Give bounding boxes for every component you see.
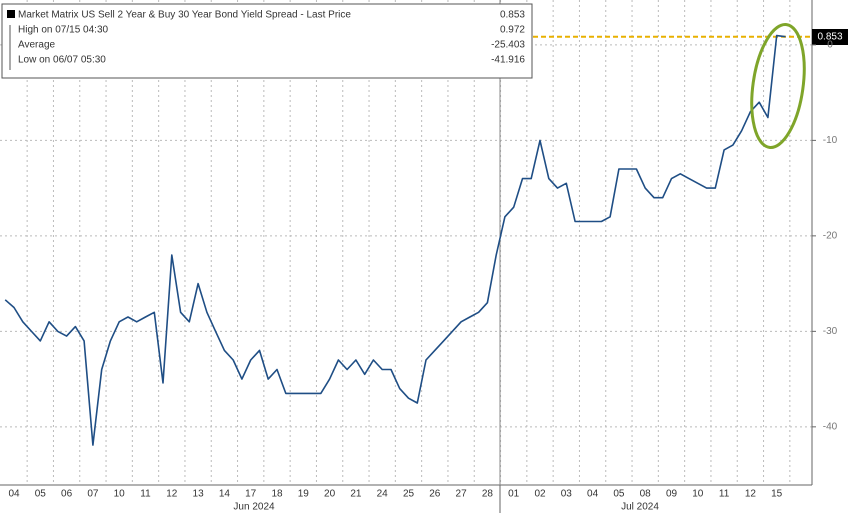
legend: Market Matrix US Sell 2 Year & Buy 30 Ye… <box>1 3 533 79</box>
x-tick-label: 08 <box>640 489 652 500</box>
x-tick-label: 05 <box>35 489 47 500</box>
x-tick-label: 12 <box>745 489 757 500</box>
y-tick-label: -30 <box>823 326 838 337</box>
x-tick-label: 06 <box>61 489 73 500</box>
month-label: Jul 2024 <box>621 502 659 513</box>
legend-value: 0.853 <box>500 10 525 21</box>
x-tick-label: 28 <box>482 489 494 500</box>
x-tick-label: 14 <box>219 489 231 500</box>
last-price-label: 0.853 <box>817 32 842 43</box>
x-tick-label: 12 <box>166 489 178 500</box>
series-line <box>4 34 786 446</box>
y-tick-label: -20 <box>823 231 838 242</box>
x-tick-label: 27 <box>456 489 468 500</box>
x-tick-label: 05 <box>613 489 625 500</box>
x-tick-label: 10 <box>114 489 126 500</box>
x-tick-label: 01 <box>508 489 520 500</box>
x-tick-label: 20 <box>324 489 336 500</box>
x-tick-label: 04 <box>8 489 20 500</box>
legend-stat-label: High on 07/15 04:30 <box>18 25 109 36</box>
x-tick-label: 09 <box>666 489 678 500</box>
x-tick-label: 03 <box>561 489 573 500</box>
y-tick-label: -10 <box>823 135 838 146</box>
x-tick-label: 25 <box>403 489 415 500</box>
x-tick-label: 15 <box>771 489 783 500</box>
legend-series-name: Market Matrix US Sell 2 Year & Buy 30 Ye… <box>18 10 351 21</box>
y-tick-label: -40 <box>823 421 838 432</box>
x-tick-label: 11 <box>140 489 151 500</box>
x-tick-label: 02 <box>534 489 546 500</box>
legend-stat-value: -41.916 <box>491 55 525 66</box>
legend-box <box>1 3 533 79</box>
x-tick-label: 26 <box>429 489 441 500</box>
x-tick-label: 18 <box>271 489 283 500</box>
last-price-tag <box>812 29 848 45</box>
legend-stat-value: 0.972 <box>500 25 525 36</box>
x-tick-label: 19 <box>298 489 310 500</box>
x-tick-label: 21 <box>350 489 362 500</box>
x-tick-label: 10 <box>692 489 704 500</box>
x-tick-label: 07 <box>87 489 99 500</box>
month-label: Jun 2024 <box>233 502 275 513</box>
x-tick-label: 11 <box>719 489 730 500</box>
y-tick-label: 0 <box>827 40 833 51</box>
legend-swatch <box>7 10 15 18</box>
highlight-circle <box>750 23 806 149</box>
legend-stat-value: -25.403 <box>491 40 525 51</box>
x-tick-label: 17 <box>245 489 257 500</box>
legend-stat-label: Average <box>18 40 56 51</box>
x-tick-label: 04 <box>587 489 599 500</box>
legend-stat-label: Low on 06/07 05:30 <box>18 55 106 66</box>
marks <box>4 34 812 446</box>
grid <box>0 0 812 485</box>
x-tick-label: 13 <box>193 489 205 500</box>
x-tick-label: 24 <box>377 489 389 500</box>
